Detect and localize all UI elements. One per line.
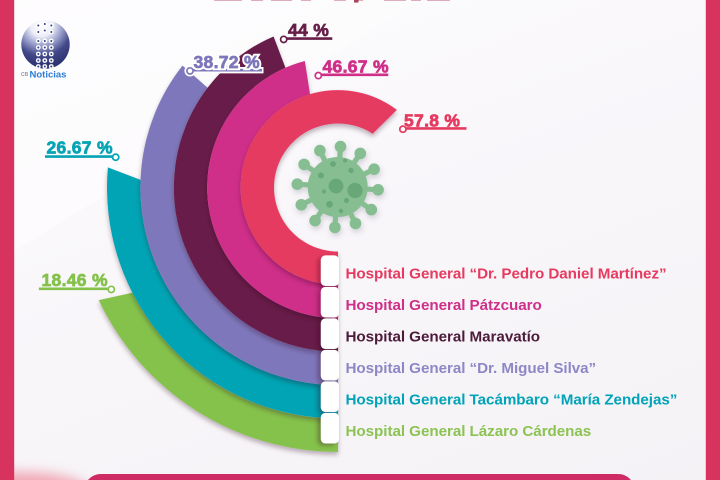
- svg-text:57.8 %: 57.8 %: [404, 111, 460, 131]
- svg-text:26.67 %: 26.67 %: [47, 138, 113, 158]
- svg-text:CB: CB: [21, 72, 29, 78]
- svg-text:Hospital General Maravatío: Hospital General Maravatío: [346, 328, 541, 345]
- svg-text:Hospital General “Dr. Pedro Da: Hospital General “Dr. Pedro Daniel Martí…: [346, 266, 667, 283]
- svg-text:Noticias: Noticias: [30, 70, 67, 81]
- svg-text:46.67 %: 46.67 %: [323, 57, 389, 77]
- svg-text:Hospital General Lázaro Cárden: Hospital General Lázaro Cárdenas: [346, 423, 592, 440]
- svg-text:38.72 %: 38.72 %: [194, 52, 260, 72]
- svg-text:18.46 %: 18.46 %: [42, 270, 108, 290]
- svg-text:Hospital General Pátzcuaro: Hospital General Pátzcuaro: [346, 297, 542, 314]
- svg-text:38.72 %: 38.72 %: [194, 52, 260, 72]
- svg-text:44 %: 44 %: [288, 20, 329, 40]
- svg-text:Hospital General “Dr. Miguel S: Hospital General “Dr. Miguel Silva”: [346, 360, 597, 377]
- svg-text:Hospital General Tacámbaro “Ma: Hospital General Tacámbaro “María Zendej…: [346, 391, 678, 408]
